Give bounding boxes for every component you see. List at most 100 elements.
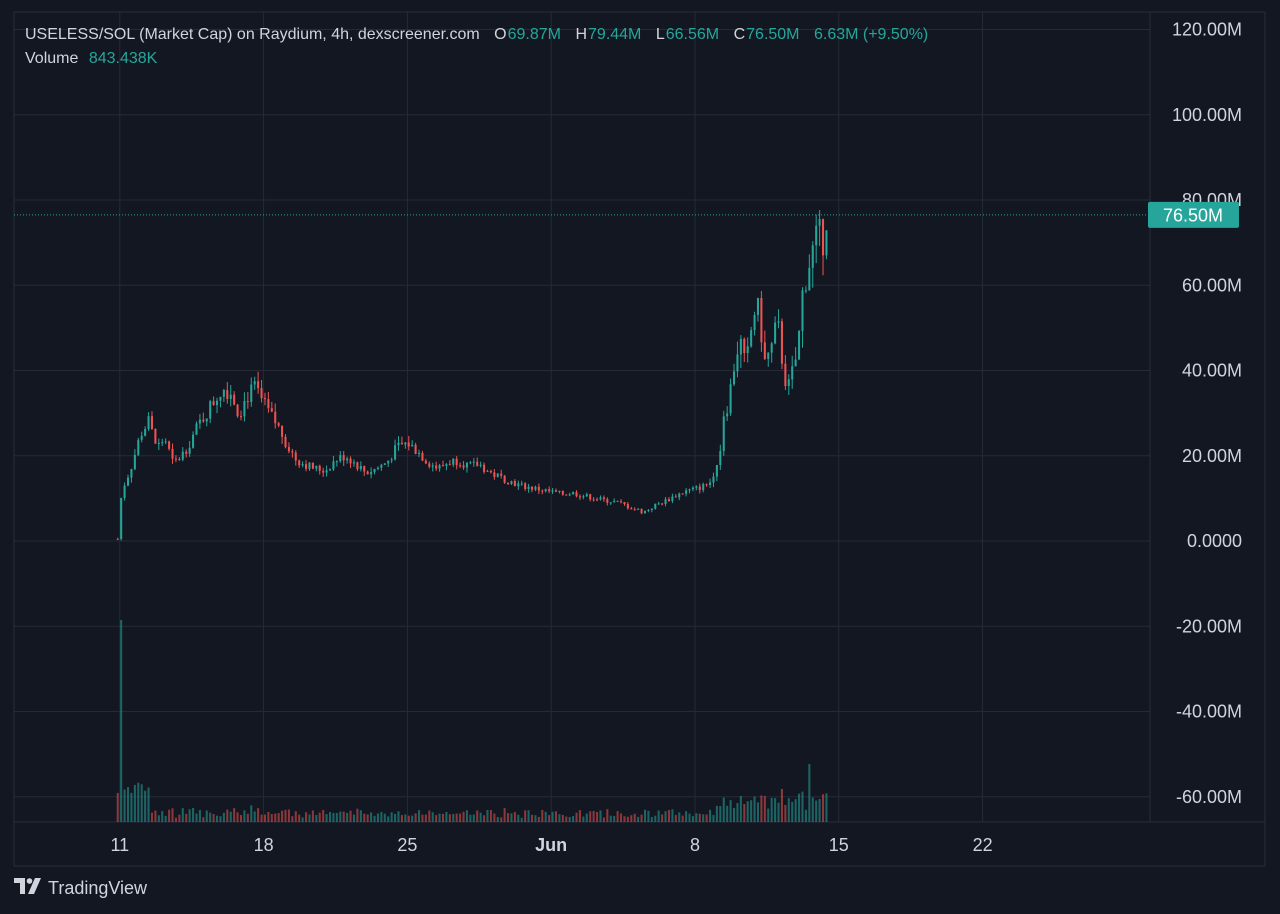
candle-body [428,463,431,467]
candle-body [462,465,465,468]
candle-body [411,444,414,447]
candle-body [246,401,249,403]
tradingview-brand[interactable]: TradingView [14,878,147,899]
volume-bar [253,811,256,822]
candle-body [387,460,390,464]
candle-body [222,390,225,397]
candle-body [729,384,732,414]
candle-body [609,502,612,504]
volume-bar [647,810,650,822]
candle-body [537,486,540,491]
volume-bar [209,812,212,822]
candle-body [554,490,558,492]
candle-body [438,465,441,469]
volume-bar [267,811,270,822]
candle-body [551,490,554,492]
candle-body [130,469,133,478]
candle-body [373,469,376,473]
candle-body [157,443,160,445]
volume-bar [284,809,287,822]
candle-body [691,487,694,490]
candle-body [356,462,359,470]
candle-body [815,225,818,246]
volume-bar [606,809,609,822]
candle-body [339,455,342,462]
candle-body [431,465,434,467]
candle-body [263,398,266,400]
candle-body [496,473,499,477]
volume-label: Volume [25,50,79,67]
volume-bar [462,811,465,822]
candle-body [257,381,260,389]
candle-body [435,465,438,469]
volume-bar [763,795,766,822]
volume-bar [794,799,797,822]
volume-bar [825,793,828,822]
volume-bar [363,813,366,822]
candle-body [178,459,181,461]
volume-bar [561,814,564,822]
candle-body [383,463,386,465]
volume-bar [352,814,356,822]
candle-body [233,394,236,405]
candle-body [144,429,147,436]
candle-body [589,494,592,500]
candle-body [126,477,130,486]
volume-bar [643,809,647,822]
high-value: 79.44M [588,26,642,43]
volume-bar [322,809,325,822]
candle-body [585,494,588,497]
candle-body [578,496,581,498]
candle-body [767,352,770,359]
candle-body [647,509,650,511]
volume-bar [674,815,677,822]
candle-body [616,500,619,502]
candle-body [140,435,143,440]
candle-body [352,462,356,464]
volume-bar [623,816,626,822]
volume-bar [667,810,670,822]
candle-body [205,418,208,422]
candle-body [404,442,407,445]
candle-body [513,481,516,487]
candle-body [253,381,256,385]
volume-bar [270,814,273,822]
candle-body [681,493,684,495]
volume-bar [291,816,294,822]
candle-body [421,452,424,461]
candle-body [328,469,332,471]
volume-bar [332,812,335,822]
candle-body [592,499,595,501]
volume-bar [171,808,174,822]
volume-bar [133,784,136,822]
volume-bar [767,808,770,822]
candle-body [376,467,379,470]
candle-body [780,321,783,364]
x-tick-label: 22 [973,835,993,855]
candle-body [801,290,804,332]
volume-bar [424,814,427,822]
volume-bar [613,815,616,822]
volume-bar [596,811,599,822]
y-tick-label: 100.00M [1172,105,1242,125]
volume-bar [602,817,605,822]
volume-bar [356,808,359,822]
volume-bar [164,815,167,822]
volume-bar [414,813,417,822]
volume-bar [239,814,243,822]
candle-body [346,458,349,461]
volume-bar [346,812,349,822]
candle-body [472,461,475,463]
candle-body [359,466,362,470]
candle-body [777,321,780,323]
volume-bar [575,812,578,822]
candle-body [784,363,787,387]
candle-body [219,396,222,401]
candle-body [274,411,277,424]
volume-bar [654,815,657,822]
candle-body [798,331,801,360]
volume-bar [688,813,691,822]
volume-bar [400,815,403,822]
volume-bars [116,620,828,822]
